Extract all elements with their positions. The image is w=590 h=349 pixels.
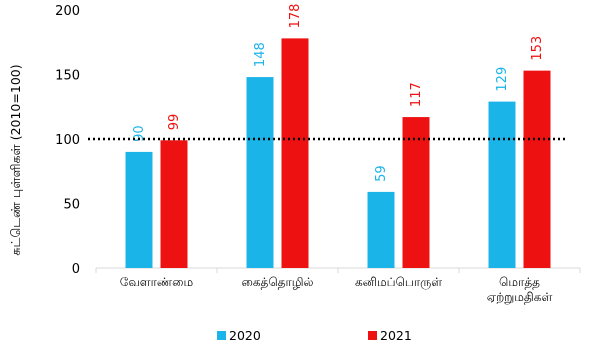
y-axis-label: சுட்டெண் புள்ளிகள் (2010=100) (8, 64, 23, 255)
y-tick-label: 150 (55, 69, 80, 84)
data-labels: 90 99 148 178 59 117 129 153 (132, 4, 545, 182)
legend: 2020 2021 (217, 328, 412, 343)
bar-2020 (125, 151, 153, 268)
bars (125, 38, 551, 268)
legend-swatch (368, 331, 377, 340)
y-tick-label: 50 (63, 198, 80, 213)
data-label: 148 (253, 42, 268, 67)
category-label: ஏற்றுமதிகள் (487, 290, 553, 305)
x-tick-marks (95, 268, 581, 273)
data-label: 90 (132, 125, 147, 142)
data-label: 99 (167, 114, 182, 131)
y-axis-label-group: சுட்டெண் புள்ளிகள் (2010=100) (8, 64, 23, 255)
y-tick-label: 0 (72, 262, 80, 277)
bar-2020 (488, 101, 516, 268)
legend-label: 2021 (380, 328, 412, 343)
y-tick-label: 100 (55, 133, 80, 148)
bar-2021 (160, 140, 188, 268)
bar-2020 (246, 77, 274, 268)
y-tick-label: 200 (55, 4, 80, 19)
data-label: 129 (495, 67, 510, 92)
legend-label: 2020 (229, 328, 261, 343)
y-tick-labels: 0 50 100 150 200 (55, 4, 80, 277)
category-label: கனிமப்பொருள் (355, 275, 442, 290)
category-labels: வேளாண்மை கைத்தொழில் கனிமப்பொருள் மொத்தஏற்று… (120, 275, 553, 305)
bar-2021 (281, 38, 309, 268)
data-label: 153 (530, 36, 545, 61)
data-label: 178 (288, 4, 303, 29)
bar-2021 (402, 117, 430, 268)
bar-2021 (523, 70, 551, 268)
category-label: வேளாண்மை (120, 275, 193, 289)
data-label: 59 (374, 165, 389, 182)
legend-swatch (217, 331, 226, 340)
category-label: மொத்த (499, 275, 540, 289)
data-label: 117 (409, 82, 424, 107)
category-label: கைத்தொழில் (241, 275, 313, 289)
bar-2020 (367, 191, 395, 268)
